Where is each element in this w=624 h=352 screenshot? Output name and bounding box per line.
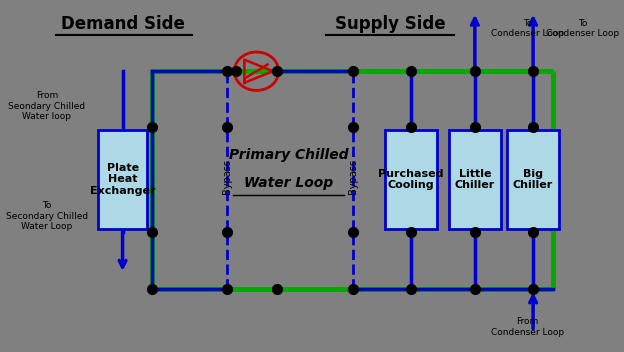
Text: Supply Side: Supply Side — [335, 15, 446, 33]
Text: Purchased
Cooling: Purchased Cooling — [378, 169, 444, 190]
Text: Water Loop: Water Loop — [244, 176, 333, 190]
Text: To
Secondary Chilled
Water Loop: To Secondary Chilled Water Loop — [6, 201, 88, 231]
FancyBboxPatch shape — [507, 130, 559, 229]
Text: Demand Side: Demand Side — [61, 15, 185, 33]
Text: Plate
Heat
Exchanger: Plate Heat Exchanger — [90, 163, 155, 196]
Text: From
Condenser Loop: From Condenser Loop — [490, 318, 564, 337]
Text: Little
Chiller: Little Chiller — [455, 169, 495, 190]
FancyBboxPatch shape — [384, 130, 437, 229]
FancyBboxPatch shape — [98, 130, 147, 229]
Text: Big
Chiller: Big Chiller — [513, 169, 553, 190]
Text: To
Condenser Loop: To Condenser Loop — [546, 19, 619, 38]
Text: Primary Chilled: Primary Chilled — [229, 148, 348, 162]
FancyBboxPatch shape — [449, 130, 501, 229]
Text: From
Seondary Chilled
Water loop: From Seondary Chilled Water loop — [8, 91, 85, 121]
Text: To
Condenser Loop: To Condenser Loop — [490, 19, 564, 38]
Text: Bypass: Bypass — [222, 158, 232, 194]
Text: Bypass: Bypass — [348, 158, 358, 194]
